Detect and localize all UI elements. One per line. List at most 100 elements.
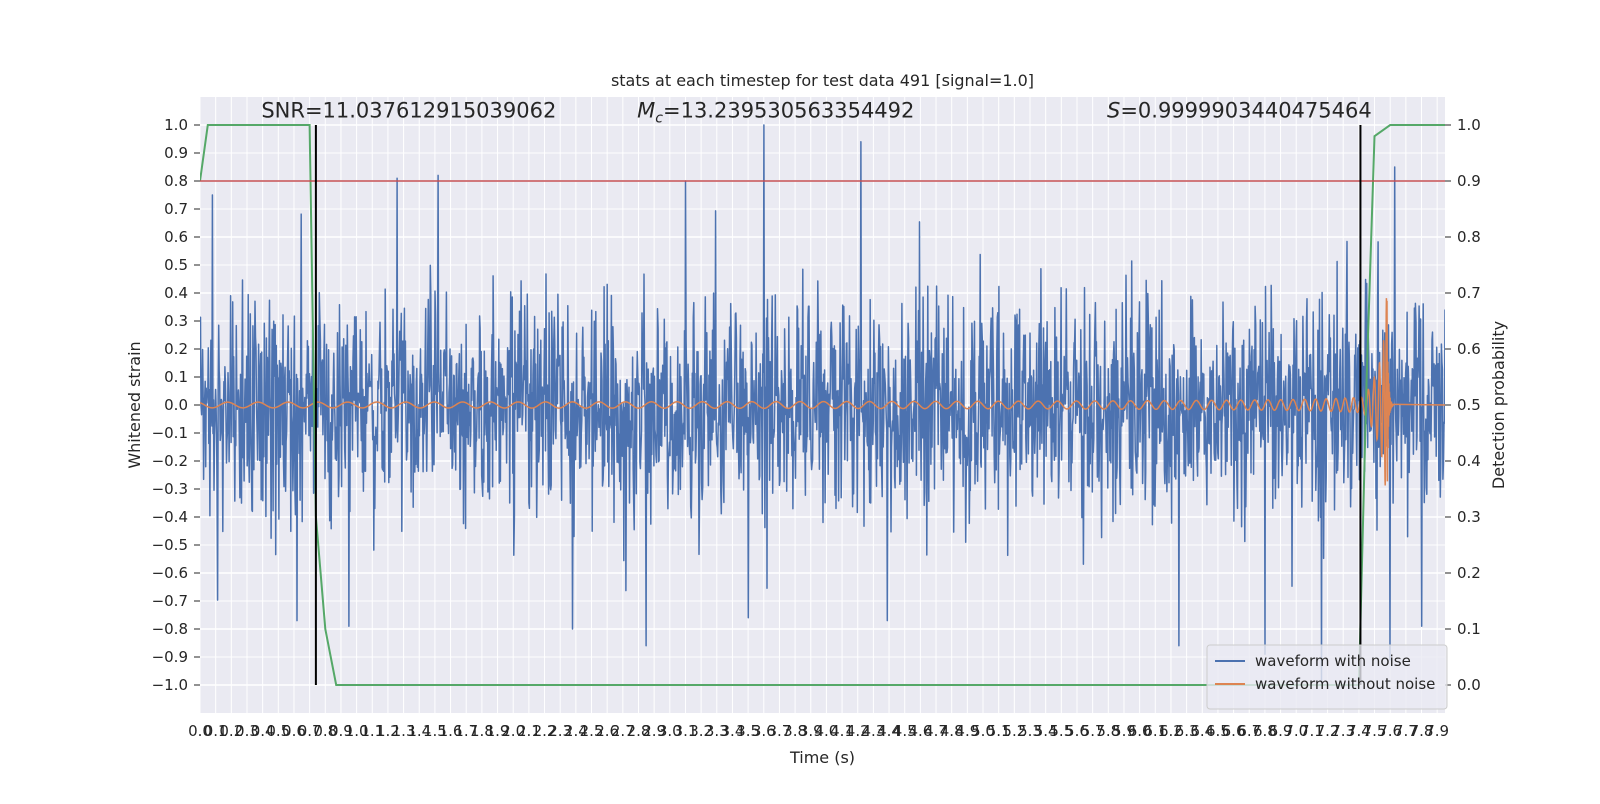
annotation-text: S=0.9999903440475464: [1107, 99, 1372, 123]
y-tick-label: −0.7: [152, 592, 188, 610]
x-tick-label: 5.0: [971, 722, 995, 740]
annotation-text: Mc=13.239530563354492: [637, 99, 914, 127]
y-tick-label: 0.1: [164, 368, 188, 386]
chart-title: stats at each timestep for test data 491…: [611, 71, 1034, 90]
x-tick-label: 6.9: [1269, 722, 1293, 740]
y-right-tick-label: 0.4: [1457, 452, 1481, 470]
x-tick-label: 0.4: [251, 722, 275, 740]
x-tick-label: 0.2: [219, 722, 243, 740]
y-tick-label: 0.3: [164, 312, 188, 330]
x-tick-label: 0.0: [188, 722, 212, 740]
legend-label: waveform without noise: [1255, 675, 1435, 693]
x-tick-label: 7.4: [1347, 722, 1371, 740]
y-tick-label: −0.4: [152, 508, 188, 526]
y-right-tick-label: 0.7: [1457, 284, 1481, 302]
x-tick-label: 3.2: [689, 722, 713, 740]
x-tick-label: 1.3: [392, 722, 416, 740]
y-tick-label: 0.6: [164, 228, 188, 246]
x-tick-label: 4.4: [877, 722, 901, 740]
data-layer: [200, 124, 1445, 686]
series-line-waveform-without-noise: [200, 298, 1445, 486]
x-tick-label: 2.2: [533, 722, 557, 740]
x-tick-label: 4.6: [908, 722, 932, 740]
x-tick-label: 3.1: [674, 722, 698, 740]
annotations: SNR=11.037612915039062 Mc=13.239530563354…: [261, 99, 1371, 127]
x-tick-label: 3.7: [768, 722, 792, 740]
x-tick-label: 5.3: [1018, 722, 1042, 740]
x-tick-label: 2.9: [642, 722, 666, 740]
x-tick-label: 4.0: [814, 722, 838, 740]
x-tick-label: 6.3: [1175, 722, 1199, 740]
x-tick-label: 5.4: [1034, 722, 1058, 740]
x-tick-label: 2.4: [564, 722, 588, 740]
y-axis-right-ticks: 1.0 0.9 0.8 0.7 0.6 0.5 0.4 0.3 0.2 0.1 0.0: [1445, 116, 1481, 694]
x-tick-label: 1.8: [470, 722, 494, 740]
x-tick-label: 3.9: [799, 722, 823, 740]
y-axis-label: Whitened strain: [125, 341, 144, 468]
x-axis-label: Time (s): [789, 748, 855, 767]
y-tick-label: −0.3: [152, 480, 188, 498]
x-tick-label: 1.0: [345, 722, 369, 740]
x-tick-label: 2.3: [548, 722, 572, 740]
y-tick-label: −1.0: [152, 676, 188, 694]
x-tick-label: 2.5: [580, 722, 604, 740]
x-tick-label: 1.1: [360, 722, 384, 740]
y-tick-label: 0.5: [164, 256, 188, 274]
x-tick-label: 3.3: [705, 722, 729, 740]
y-tick-label: 0.8: [164, 172, 188, 190]
y-right-tick-label: 0.3: [1457, 508, 1481, 526]
x-tick-label: 3.0: [658, 722, 682, 740]
x-tick-label: 0.7: [298, 722, 322, 740]
x-tick-label: 5.7: [1081, 722, 1105, 740]
x-tick-label: 6.0: [1128, 722, 1152, 740]
x-tick-label: 4.8: [940, 722, 964, 740]
y-tick-label: −0.6: [152, 564, 188, 582]
y-right-tick-label: 0.1: [1457, 620, 1481, 638]
x-tick-label: 0.8: [313, 722, 337, 740]
x-tick-label: 1.9: [486, 722, 510, 740]
x-tick-label: 6.5: [1206, 722, 1230, 740]
x-tick-label: 3.5: [736, 722, 760, 740]
x-tick-label: 6.2: [1159, 722, 1183, 740]
legend-label: waveform with noise: [1255, 652, 1411, 670]
x-tick-label: 3.4: [721, 722, 745, 740]
y-right-tick-label: 0.2: [1457, 564, 1481, 582]
x-tick-label: 1.5: [423, 722, 447, 740]
legend: waveform with noise waveform without nois…: [1206, 644, 1448, 710]
x-tick-label: 6.7: [1237, 722, 1261, 740]
x-tick-label: 4.1: [830, 722, 854, 740]
x-tick-label: 0.5: [266, 722, 290, 740]
legend-box: [1206, 644, 1448, 710]
y-axis-right-label: Detection probability: [1489, 321, 1508, 489]
x-tick-label: 4.5: [893, 722, 917, 740]
y-right-tick-label: 0.8: [1457, 228, 1481, 246]
x-tick-label: 3.6: [752, 722, 776, 740]
x-tick-label: 0.1: [204, 722, 228, 740]
x-tick-label: 2.8: [627, 722, 651, 740]
annotation-text: SNR=11.037612915039062: [261, 99, 556, 123]
x-tick-label: 0.9: [329, 722, 353, 740]
x-tick-label: 5.5: [1049, 722, 1073, 740]
y-axis-ticks: 1.0 0.9 0.8 0.7 0.6 0.5 0.4 0.3 0.2 0.1 0.0 −0.1 −0.…: [152, 116, 200, 694]
x-tick-label: 2.0: [501, 722, 525, 740]
x-tick-label: 6.8: [1253, 722, 1277, 740]
x-tick-label: 0.3: [235, 722, 259, 740]
x-tick-label: 6.6: [1222, 722, 1246, 740]
x-tick-label: 7.8: [1410, 722, 1434, 740]
x-tick-label: 7.0: [1284, 722, 1308, 740]
x-tick-label: 5.9: [1112, 722, 1136, 740]
y-right-tick-label: 0.5: [1457, 396, 1481, 414]
x-axis-ticks: 0.00.10.20.30.40.50.60.70.80.91.01.11.21…: [188, 722, 1449, 740]
y-tick-label: −0.5: [152, 536, 188, 554]
x-tick-label: 4.2: [846, 722, 870, 740]
y-tick-label: 1.0: [164, 116, 188, 134]
y-right-tick-label: 1.0: [1457, 116, 1481, 134]
x-tick-label: 5.6: [1065, 722, 1089, 740]
x-tick-label: 3.8: [783, 722, 807, 740]
reference-lines: [200, 125, 1445, 685]
x-tick-label: 1.2: [376, 722, 400, 740]
y-right-tick-label: 0.0: [1457, 676, 1481, 694]
x-tick-label: 7.5: [1363, 722, 1387, 740]
